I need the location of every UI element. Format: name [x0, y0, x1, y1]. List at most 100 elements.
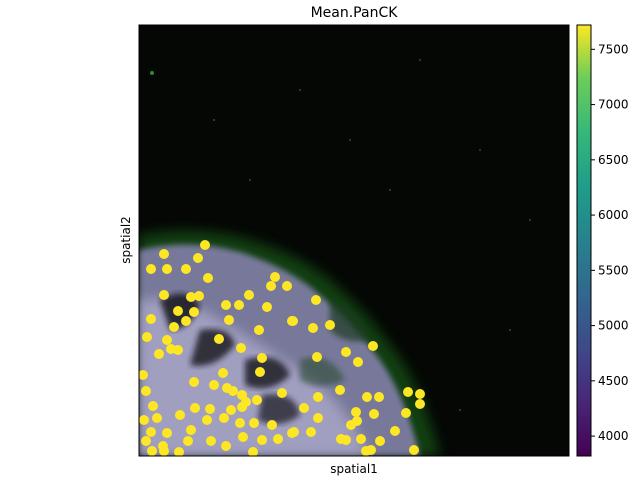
data-point	[270, 272, 280, 282]
data-point	[336, 434, 346, 444]
data-point	[159, 446, 169, 456]
data-point	[141, 386, 151, 396]
data-point	[361, 446, 371, 456]
data-point	[174, 447, 184, 456]
data-point	[313, 392, 323, 402]
data-point	[277, 388, 287, 398]
data-point	[224, 315, 234, 325]
data-point	[282, 281, 292, 291]
data-point	[341, 347, 351, 357]
data-point	[206, 436, 216, 446]
data-point	[139, 370, 148, 380]
colorbar	[577, 25, 591, 456]
colorbar-tick-label: 4000	[598, 429, 629, 443]
data-point	[226, 405, 236, 415]
data-point	[159, 290, 169, 300]
data-point	[236, 343, 246, 353]
data-point	[375, 436, 385, 446]
data-point	[346, 420, 356, 430]
data-point	[254, 325, 264, 335]
data-point	[193, 253, 203, 263]
data-point	[252, 395, 262, 405]
data-point	[175, 410, 185, 420]
data-point	[273, 434, 283, 444]
data-point	[415, 389, 425, 399]
data-point	[139, 415, 149, 425]
data-point	[390, 426, 400, 436]
data-point	[173, 306, 183, 316]
axes-frame	[138, 24, 570, 457]
y-axis-label: spatial2	[119, 216, 133, 264]
colorbar-tick-label: 7500	[598, 42, 629, 56]
data-point	[146, 314, 156, 324]
data-point	[181, 264, 191, 274]
data-point	[313, 413, 323, 423]
colorbar-tick-label: 5000	[598, 319, 629, 333]
data-point	[221, 300, 231, 310]
data-point	[218, 368, 228, 378]
data-point	[401, 408, 411, 418]
data-point	[146, 264, 156, 274]
data-point	[200, 240, 210, 250]
data-point	[287, 428, 297, 438]
data-point	[209, 380, 219, 390]
data-point	[189, 307, 199, 317]
data-point	[190, 403, 200, 413]
data-point	[219, 413, 229, 423]
data-point	[142, 332, 152, 342]
data-point	[257, 353, 267, 363]
data-point	[362, 392, 372, 402]
data-point	[162, 335, 172, 345]
colorbar-tick-label: 4500	[598, 374, 629, 388]
data-point	[255, 367, 265, 377]
data-point	[244, 290, 254, 300]
data-point	[146, 427, 156, 437]
colorbar-tick-label: 7000	[598, 98, 629, 112]
data-point	[369, 409, 379, 419]
data-point	[234, 300, 244, 310]
data-point	[141, 436, 151, 446]
data-point	[335, 385, 345, 395]
data-point	[189, 377, 199, 387]
data-point	[262, 302, 272, 312]
data-point	[249, 418, 259, 428]
data-point	[306, 427, 316, 437]
data-point	[235, 418, 245, 428]
data-point	[257, 435, 267, 445]
data-point	[148, 401, 158, 411]
data-point	[205, 404, 215, 414]
chart-title: Mean.PanCK	[311, 5, 399, 21]
data-point	[415, 399, 425, 409]
colorbar-tick-label: 6000	[598, 208, 629, 222]
data-point	[183, 436, 193, 446]
data-point	[356, 434, 366, 444]
data-point	[308, 323, 318, 333]
data-point	[237, 402, 247, 412]
data-point	[203, 273, 213, 283]
data-point	[162, 264, 172, 274]
data-point	[351, 407, 361, 417]
data-point	[152, 413, 162, 423]
data-point	[228, 386, 238, 396]
x-axis-label: spatial1	[330, 462, 378, 476]
data-point	[374, 392, 384, 402]
data-point	[186, 292, 196, 302]
data-point	[202, 415, 212, 425]
colorbar-tick-label: 5500	[598, 263, 629, 277]
data-point	[186, 425, 196, 435]
data-point	[154, 349, 164, 359]
data-point	[368, 341, 378, 351]
data-point	[173, 345, 183, 355]
data-point	[288, 316, 298, 326]
data-point	[248, 447, 258, 456]
data-point	[221, 441, 231, 451]
data-point	[267, 420, 277, 430]
data-point	[162, 428, 172, 438]
data-point	[353, 357, 363, 367]
scatter-points	[139, 240, 425, 456]
data-point	[266, 281, 276, 291]
data-point	[409, 445, 419, 455]
data-point	[238, 432, 248, 442]
data-point	[299, 403, 309, 413]
